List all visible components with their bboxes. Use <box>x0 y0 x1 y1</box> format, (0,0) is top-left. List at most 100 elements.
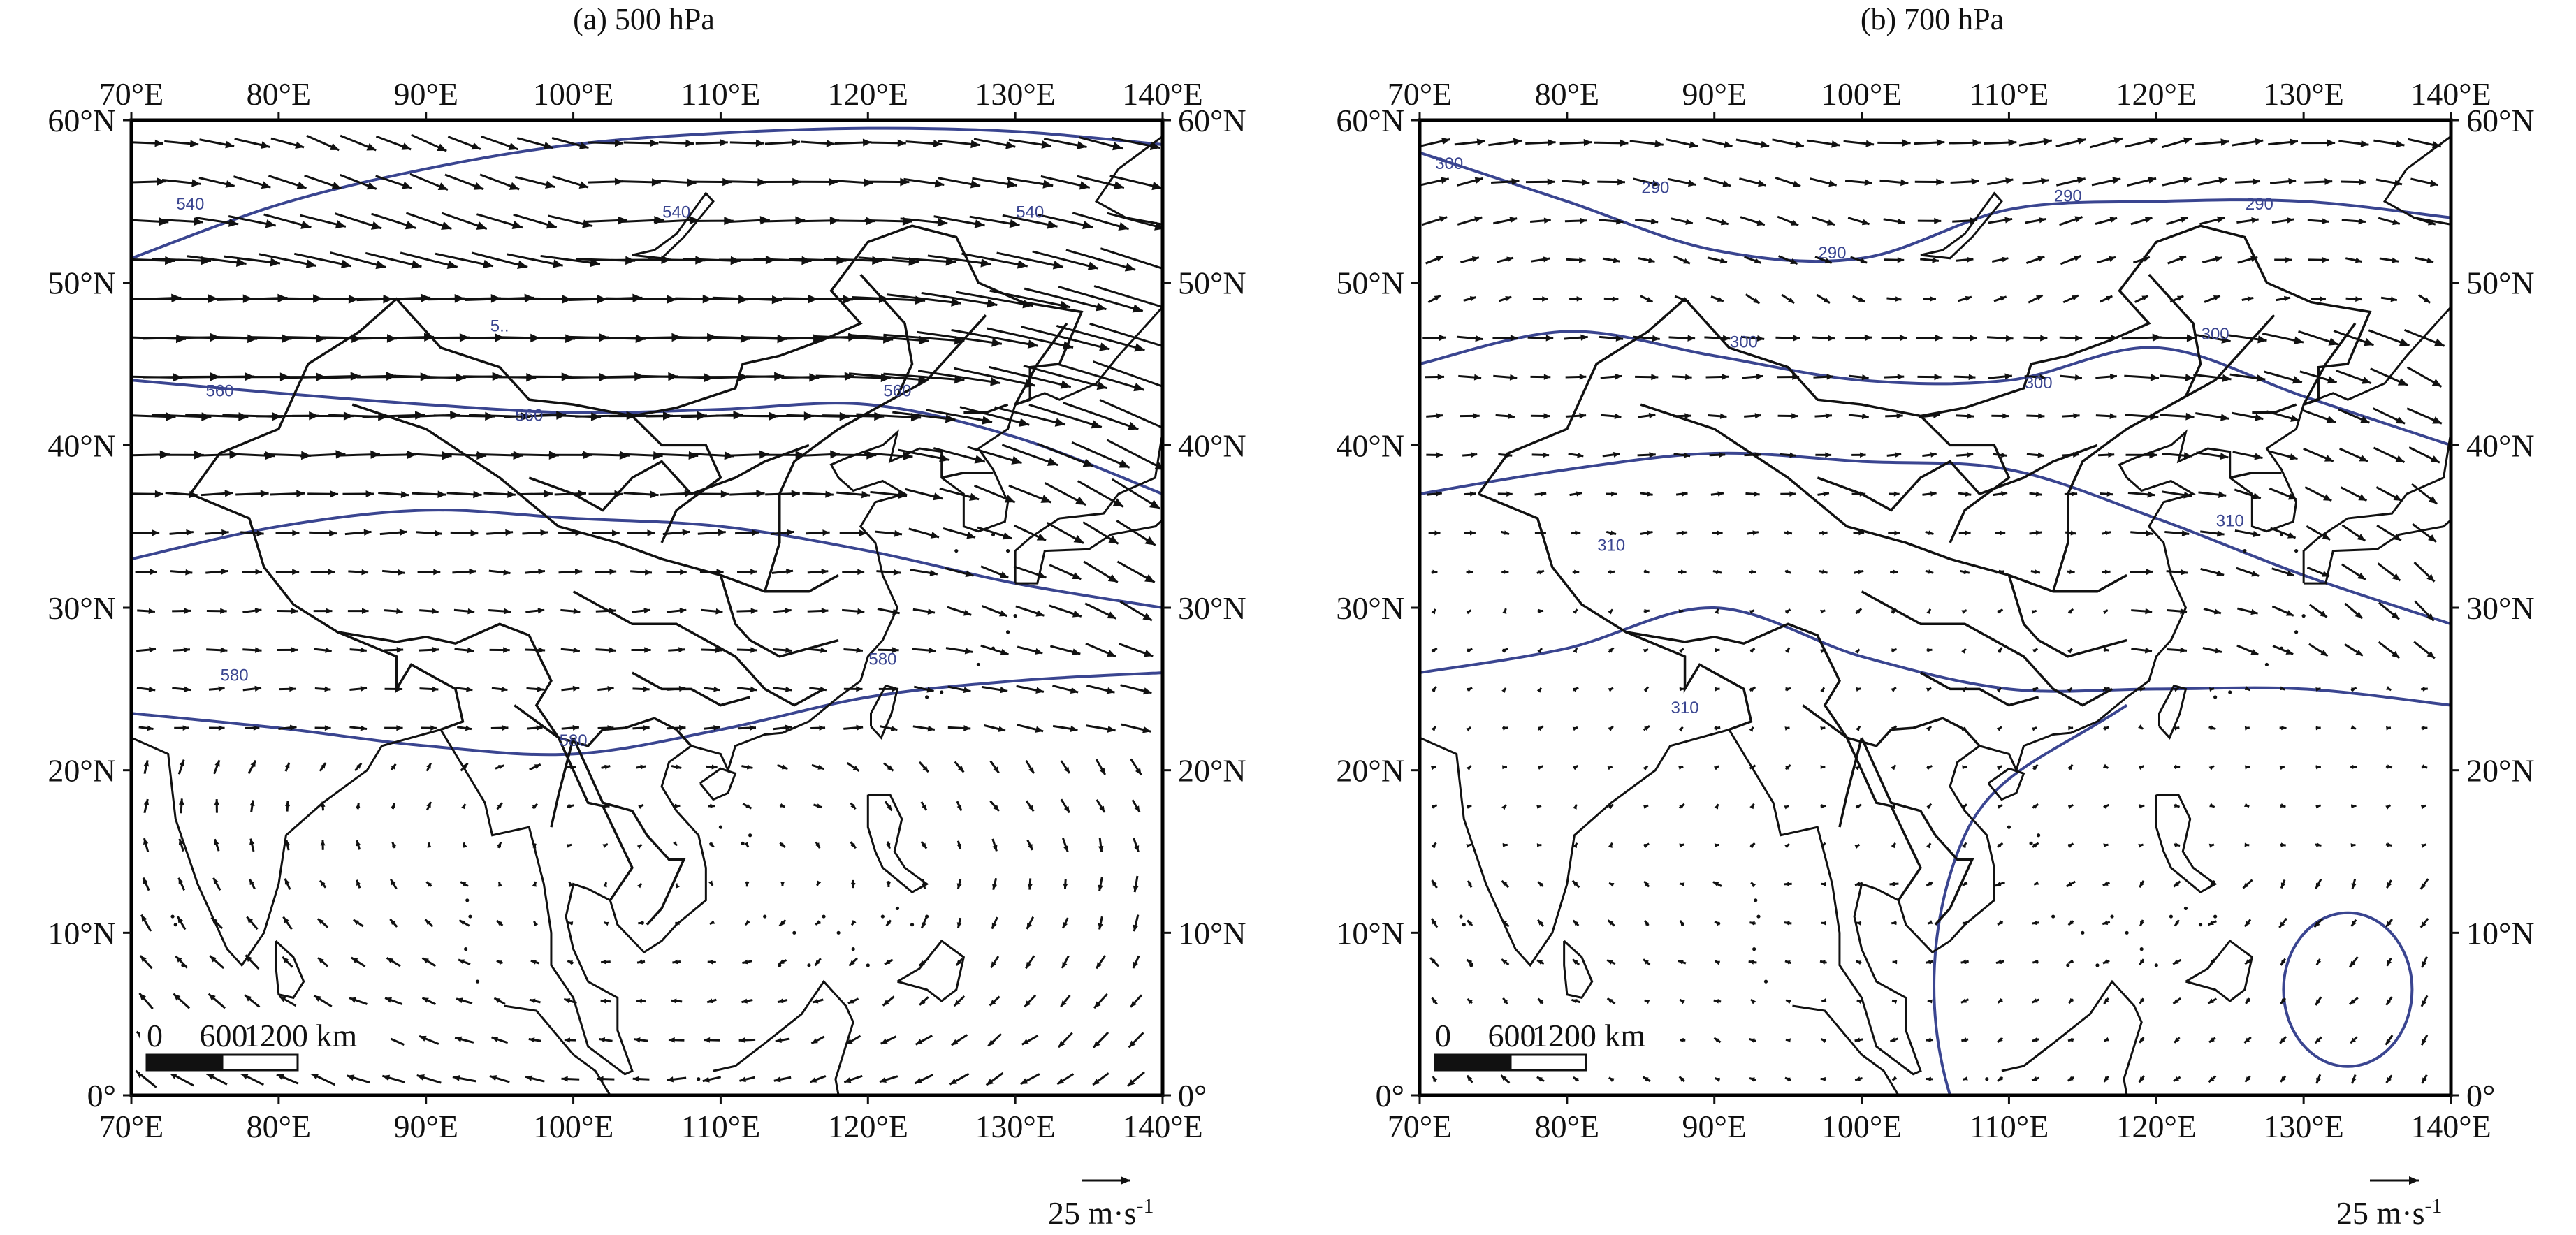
wind-arrow <box>1092 1072 1109 1086</box>
wind-arrow-head <box>1501 880 1508 886</box>
contour-label: 310 <box>1671 699 1699 717</box>
wind-arrow <box>839 529 867 536</box>
wind-arrow <box>1891 999 1898 1004</box>
wind-arrow <box>1466 804 1472 809</box>
wind-arrow-head <box>260 490 269 497</box>
contour-label: 560 <box>205 382 233 401</box>
wind-arrow <box>483 490 516 498</box>
wind-arrow <box>836 490 871 499</box>
wind-arrow <box>1608 882 1615 887</box>
wind-arrow <box>330 251 386 270</box>
wind-arrow-head <box>1062 961 1068 969</box>
wind-arrow-head <box>2315 999 2321 1005</box>
wind-arrow <box>1986 177 2014 186</box>
scale-bar-label: 0 <box>1435 1018 1451 1053</box>
wind-arrow-shaft <box>961 252 1028 268</box>
wind-arrow <box>910 569 938 577</box>
wind-arrow-head <box>1133 961 1138 969</box>
wind-arrow <box>381 1074 405 1083</box>
wind-arrow-head <box>396 647 404 653</box>
wind-arrow <box>871 139 906 147</box>
wind-arrow <box>567 960 574 965</box>
wind-arrow-head <box>1678 609 1684 614</box>
wind-arrow-head <box>1684 413 1691 419</box>
wind-arrow-shaft <box>1093 285 1163 309</box>
wind-arrow <box>662 529 690 536</box>
wind-arrow <box>2166 217 2188 226</box>
wind-arrow <box>1525 178 1555 186</box>
wind-arrow <box>1749 921 1756 926</box>
wind-arrow <box>2124 413 2159 421</box>
wind-arrow <box>1640 295 1654 303</box>
wind-arrow <box>1062 838 1069 852</box>
wind-arrow-head <box>1930 491 1937 497</box>
wind-arrow-head <box>862 138 872 147</box>
lat-tick-label: 20°N <box>1178 753 1246 789</box>
wind-arrow-head <box>1607 766 1613 770</box>
wind-arrow-head <box>1466 805 1472 809</box>
wind-arrow <box>1679 687 1684 692</box>
wind-arrow-head <box>1754 452 1761 458</box>
wind-arrow-head <box>1996 766 2002 770</box>
wind-arrow <box>1427 294 1441 304</box>
wind-arrow <box>1715 687 1720 692</box>
wind-arrow-head <box>1572 959 1578 965</box>
wind-arrow <box>168 1072 194 1087</box>
wind-arrow <box>1772 138 1805 149</box>
wind-arrow-head <box>1682 258 1690 264</box>
wind-arrow-head <box>1831 140 1840 148</box>
wind-arrow-head <box>1608 609 1613 615</box>
wind-arrow <box>247 759 257 775</box>
wind-arrow-head <box>933 140 943 148</box>
wind-arrow <box>2127 491 2155 498</box>
wind-arrow <box>522 529 548 536</box>
wind-arrow <box>1635 374 1659 381</box>
wind-arrow <box>1559 138 1592 147</box>
wind-arrow <box>1671 217 1694 225</box>
wind-arrow <box>2066 880 2076 888</box>
wind-arrow <box>2385 842 2393 847</box>
wind-arrow <box>314 725 331 731</box>
wind-arrow <box>2420 1035 2429 1046</box>
wind-arrow-head <box>1713 766 1719 770</box>
wind-arrow-head <box>1789 452 1796 458</box>
lon-tick-label: 110°E <box>1970 76 2049 112</box>
wind-arrow <box>2028 294 2044 304</box>
wind-arrow <box>1820 1038 1827 1044</box>
wind-arrow-head <box>722 177 732 187</box>
wind-arrow-head <box>919 960 926 966</box>
wind-arrow <box>276 1073 299 1085</box>
wind-arrow-head <box>1072 572 1082 579</box>
wind-arrow-head <box>1506 256 1513 263</box>
wind-arrow-head <box>2350 843 2356 848</box>
wind-arrow <box>421 957 437 967</box>
wind-arrow-head <box>1758 180 1766 187</box>
wind-arrow <box>2138 765 2144 770</box>
wind-arrow <box>1643 569 1650 574</box>
wind-arrow <box>905 140 943 148</box>
wind-arrow-head <box>2000 530 2006 536</box>
wind-arrow <box>1608 687 1614 692</box>
wind-arrow-head <box>1432 569 1438 574</box>
wind-arrow-head <box>326 608 333 614</box>
wind-arrow <box>2103 726 2109 731</box>
wind-arrow <box>880 1035 897 1045</box>
wind-arrow-head <box>2315 726 2321 731</box>
wind-arrow <box>1843 140 1875 147</box>
wind-arrow <box>1891 920 1897 926</box>
lon-tick-label: 140°E <box>1122 1109 1203 1144</box>
wind-arrow <box>2067 920 2074 926</box>
wind-arrow <box>1572 569 1580 574</box>
wind-arrow-head <box>1087 261 1098 270</box>
wind-arrow-head <box>1027 339 1038 349</box>
wind-arrow <box>1572 726 1578 731</box>
wind-arrow-head <box>1855 649 1860 655</box>
wind-arrow <box>2315 765 2321 770</box>
wind-arrow <box>1712 530 1723 536</box>
wind-arrow-head <box>2386 999 2392 1005</box>
wind-arrow-shaft <box>1028 403 1103 428</box>
wind-arrow-head <box>2180 569 2188 576</box>
wind-arrow-head <box>1961 687 1967 693</box>
wind-arrow <box>249 838 255 852</box>
